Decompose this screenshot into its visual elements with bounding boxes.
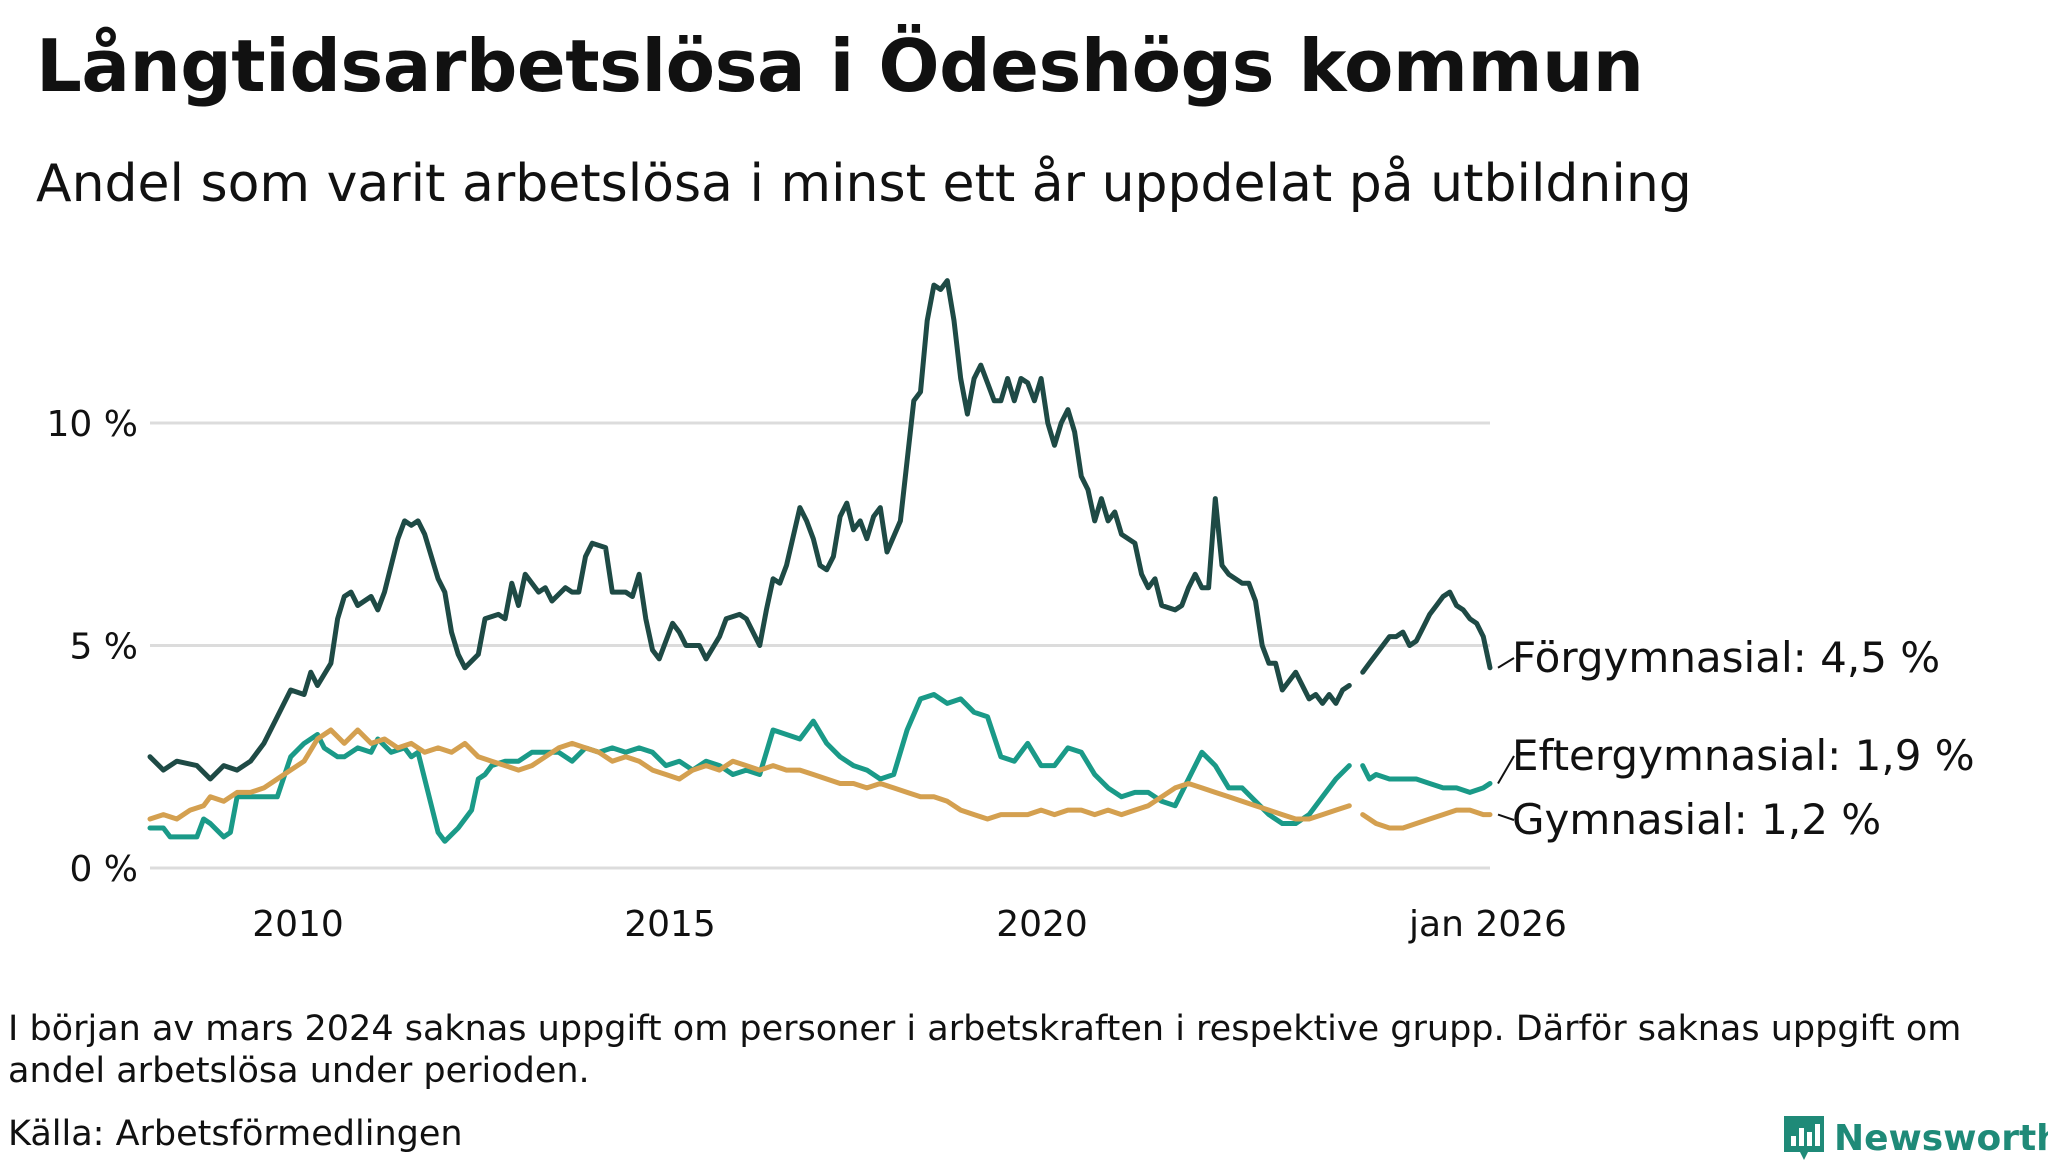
newsworthy-logo-text: Newsworthy	[1834, 1117, 2048, 1159]
series-label-förgymnasial: Förgymnasial: 4,5 %	[1512, 633, 1940, 682]
series-lines	[147, 278, 1493, 844]
x-tick-label: 2010	[252, 904, 344, 945]
leader-line-eftergymnasial	[1497, 755, 1515, 784]
y-tick-label: 0 %	[69, 849, 138, 890]
series-end-labels: Förgymnasial: 4,5 % Eftergymnasial: 1,9 %…	[1497, 633, 1975, 844]
series-line-eftergymnasial-2	[1360, 763, 1493, 795]
series-label-gymnasial: Gymnasial: 1,2 %	[1512, 795, 1881, 844]
y-tick-label: 5 %	[69, 627, 138, 668]
y-axis-ticks: 0 % 5 % 10 %	[47, 404, 138, 890]
leader-line-gymnasial	[1497, 813, 1515, 821]
series-line-gymnasial-1	[147, 727, 1352, 822]
chart-subtitle: Andel som varit arbetslösa i minst ett å…	[36, 154, 1692, 214]
gridlines	[150, 421, 1490, 870]
x-tick-label: 2020	[996, 904, 1088, 945]
line-chart: 0 % 5 % 10 % 2010 2015 2020 jan 2026 Förgymna…	[47, 278, 1975, 945]
newsworthy-logo: Newsworthy	[1782, 1114, 2048, 1162]
series-line-förgymnasial-1	[147, 278, 1352, 782]
series-line-förgymnasial-2	[1360, 589, 1493, 675]
source-credit: Källa: Arbetsförmedlingen	[8, 1114, 463, 1154]
series-label-eftergymnasial: Eftergymnasial: 1,9 %	[1512, 731, 1975, 780]
x-tick-label: 2015	[624, 904, 716, 945]
y-tick-label: 10 %	[47, 404, 138, 445]
x-axis-ticks: 2010 2015 2020 jan 2026	[252, 904, 1567, 945]
leader-line-förgymnasial	[1497, 657, 1515, 669]
chart-note: I början av mars 2024 saknas uppgift om …	[8, 1009, 1962, 1091]
newsworthy-logo-icon	[1784, 1116, 1824, 1160]
series-line-gymnasial-2	[1360, 807, 1493, 831]
x-tick-label: jan 2026	[1408, 904, 1567, 945]
chart-title: Långtidsarbetslösa i Ödeshögs kommun	[36, 24, 1644, 108]
